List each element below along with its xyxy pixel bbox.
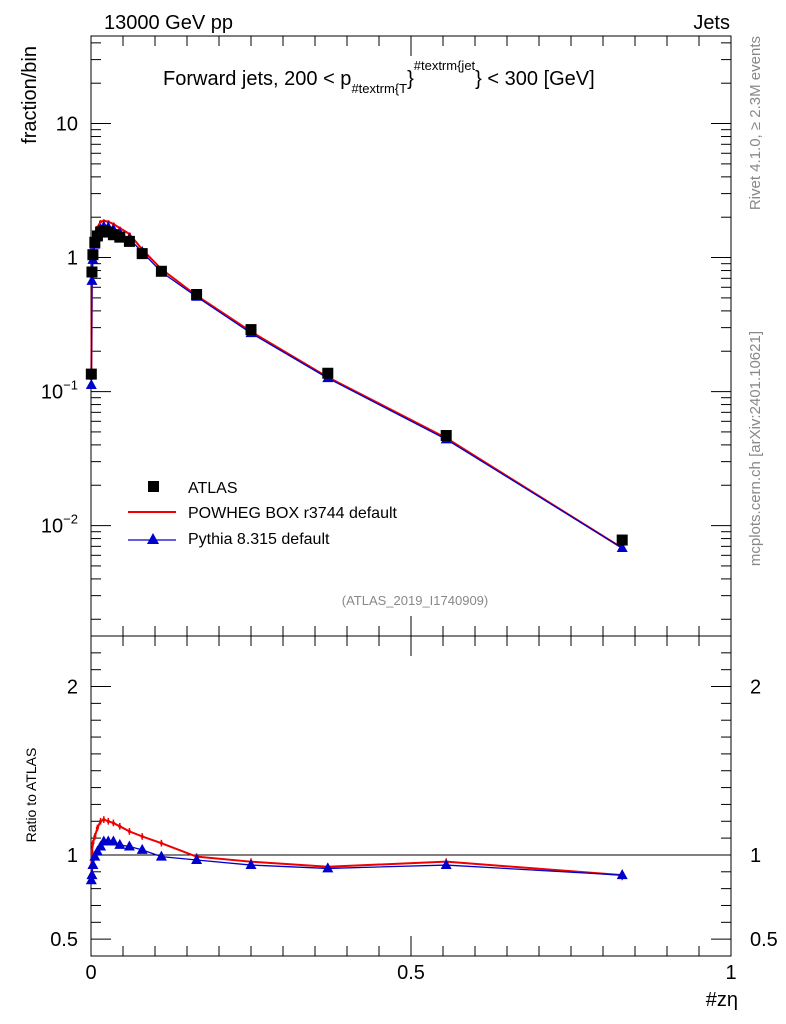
main-pythia-point (86, 274, 98, 285)
ratio-pythia-point (85, 874, 97, 885)
ratio-powheg-point (91, 841, 95, 845)
ratio-powheg-point (106, 819, 110, 823)
main-atlas-point (616, 534, 628, 546)
ratio-pythia-point (191, 854, 203, 864)
ratio-ticks (90, 635, 732, 957)
ratio-pythia-point (95, 840, 107, 851)
main-powheg-point (99, 220, 103, 224)
main-ticks (90, 36, 732, 636)
main-ylabel: fraction/bin (19, 46, 41, 144)
ratio-ytick-label-left: 2 (67, 677, 78, 699)
main-ytick-label: 1 (67, 248, 78, 270)
main-atlas-point (123, 235, 135, 247)
main-atlas-point (114, 231, 126, 243)
main-ytick-label: 10−2 (41, 512, 78, 538)
main-atlas-point (191, 289, 203, 301)
main-pythia-line (90, 225, 623, 549)
main-atlas-point (89, 236, 101, 248)
main-atlas-point (322, 367, 334, 379)
ratio-pythia-point (107, 835, 119, 846)
legend: ATLAS POWHEG BOX r3744 default Pythia 8.… (128, 480, 398, 548)
main-atlas-point (440, 430, 452, 442)
main-atlas-point (155, 265, 167, 277)
main-ytick-labels: 10 1 10−1 10−2 (41, 114, 78, 538)
ratio-powheg-point (90, 849, 94, 854)
analysis-ref: (ATLAS_2019_I1740909) (342, 593, 488, 608)
ratio-ytick-label-right: 2 (750, 677, 761, 699)
main-pythia-point (85, 378, 97, 389)
main-atlas-point (85, 368, 97, 380)
ratio-powheg-point (93, 834, 97, 839)
ratio-frame (90, 635, 732, 957)
ratio-pythia-point (91, 845, 103, 856)
ratio-powheg-point (118, 824, 122, 828)
ratio-pythia-point (86, 869, 98, 880)
ratio-ytick-labels: 0.5 0.5 1 1 2 2 (50, 677, 778, 952)
ratio-ylabel: Ratio to ATLAS (23, 748, 39, 843)
main-atlas-point (86, 266, 98, 278)
main-panel: 10 1 10−1 10−2 (41, 35, 732, 637)
legend-powheg-label: POWHEG BOX r3744 default (188, 505, 398, 522)
legend-atlas-marker (148, 481, 159, 492)
ratio-pythia-point (87, 859, 99, 870)
main-atlas-point (245, 324, 257, 336)
ratio-powheg-point (111, 821, 115, 825)
process-label: Jets (693, 12, 730, 34)
site-reference: mcplots.cern.ch [arXiv:2401.10621] (747, 331, 764, 566)
x-tick-label: 0.5 (397, 962, 425, 984)
title-main: Forward jets, 200 < p (163, 68, 351, 90)
ratio-powheg-point (99, 819, 103, 823)
legend-atlas-label: ATLAS (188, 480, 238, 497)
x-tick-label: 0 (85, 962, 96, 984)
ratio-ytick-label-left: 0.5 (50, 929, 78, 951)
x-tick-label: 1 (725, 962, 736, 984)
main-pythia-point (616, 542, 628, 553)
ratio-powheg-point (140, 834, 144, 839)
main-frame (90, 35, 732, 637)
ratio-powheg-point (127, 829, 131, 833)
ratio-pythia-point (616, 869, 628, 880)
plot-title: Forward jets, 200 < p#textrm{T}#textrm{j… (163, 58, 595, 96)
ratio-powheg-line (90, 818, 623, 877)
ratio-powheg-point (95, 826, 99, 830)
title-end: } < 300 [GeV] (475, 68, 595, 90)
x-axis-label: #zη (706, 989, 738, 1011)
legend-pythia-label: Pythia 8.315 default (188, 531, 330, 548)
ratio-ytick-label-right: 1 (750, 845, 761, 867)
rivet-version: Rivet 4.1.0, ≥ 2.3M events (747, 36, 764, 210)
ratio-pythia-point (440, 859, 452, 870)
title-subscript: #textrm{T (351, 81, 407, 96)
ratio-ytick-label-left: 1 (67, 845, 78, 867)
main-atlas-point (136, 248, 148, 260)
legend-pythia-marker (147, 533, 159, 544)
ratio-pythia-point (155, 850, 167, 861)
title-superscript: #textrm{jet (414, 58, 476, 73)
ratio-panel: 0.5 0.51 12 2 0 0.5 1 (50, 635, 778, 984)
title-brace: } (407, 68, 414, 90)
ratio-powheg-point (159, 841, 163, 845)
ratio-powheg-point (102, 817, 106, 822)
ratio-pythia-point (136, 843, 148, 854)
x-tick-labels: 0 0.5 1 (85, 962, 736, 984)
energy-label: 13000 GeV pp (104, 12, 233, 34)
ratio-pythia-point (89, 850, 101, 861)
ratio-pythia-point (123, 840, 135, 851)
main-atlas-point (87, 249, 99, 261)
main-ytick-label: 10 (56, 114, 78, 136)
main-series (85, 219, 628, 553)
main-ytick-label: 10−1 (41, 378, 78, 404)
ratio-series (85, 816, 628, 885)
ratio-ytick-label-right: 0.5 (750, 929, 778, 951)
main-atlas-point (107, 229, 119, 241)
ratio-pythia-point (245, 859, 257, 870)
ratio-pythia-point (114, 838, 126, 849)
ratio-pythia-point (322, 862, 334, 873)
